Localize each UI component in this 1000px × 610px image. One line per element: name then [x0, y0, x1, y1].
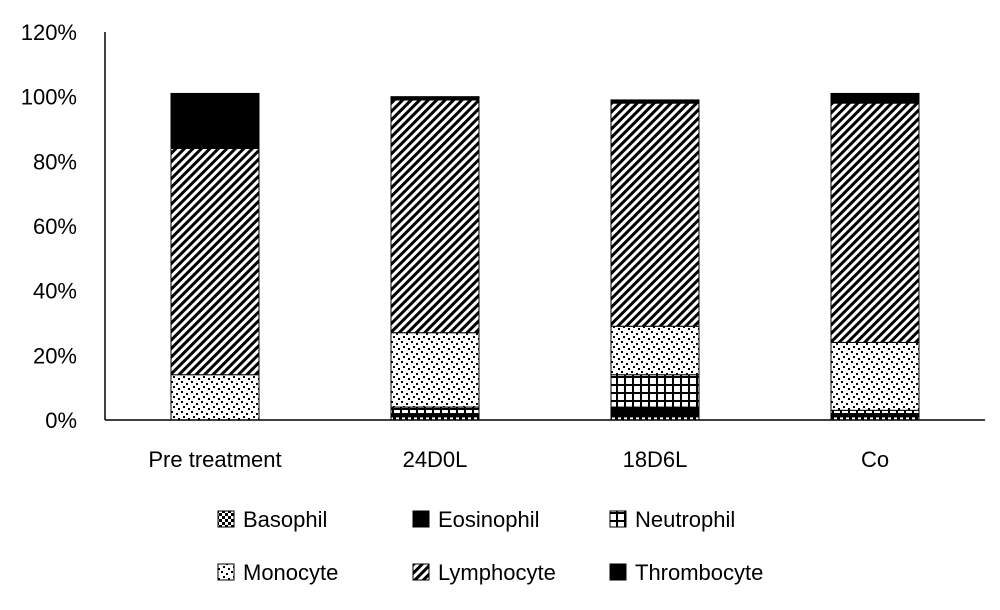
- y-tick-label: 0%: [45, 408, 77, 433]
- bar-segment-neutrophil-24d0l: [390, 406, 480, 415]
- legend-label: Neutrophil: [635, 507, 735, 532]
- legend-item-basophil: Basophil: [217, 507, 327, 532]
- bar-segment-lymphocyte-24d0l: [390, 99, 480, 334]
- bar-segment-thrombocyte-co: [830, 92, 920, 104]
- bar-segment-lymphocyte-pre-treatment: [170, 147, 260, 376]
- bar-segment-thrombocyte-18d6l: [610, 99, 700, 104]
- bar-segment-lymphocyte-co: [830, 102, 920, 343]
- x-tick-label: Pre treatment: [148, 447, 281, 472]
- y-tick-label: 120%: [21, 20, 77, 45]
- y-axis: 0% 20% 40% 60% 80% 100% 120%: [21, 20, 106, 433]
- x-axis: Pre treatment 24D0L 18D6L Co: [105, 419, 985, 472]
- bar-segment-monocyte-co: [830, 341, 920, 411]
- legend-item-eosinophil: Eosinophil: [412, 507, 540, 532]
- bar-segment-monocyte-pre-treatment: [170, 374, 260, 421]
- legend-item-monocyte: Monocyte: [217, 560, 338, 585]
- x-tick-label: 18D6L: [623, 447, 688, 472]
- legend-swatch: [609, 563, 627, 581]
- bar-segment-thrombocyte-24d0l: [390, 96, 480, 101]
- legend-item-lymphocyte: Lymphocyte: [412, 560, 556, 585]
- y-tick-label: 100%: [21, 85, 77, 110]
- legend-label: Thrombocyte: [635, 560, 763, 585]
- legend-label: Monocyte: [243, 560, 338, 585]
- y-tick-label: 80%: [33, 149, 77, 174]
- legend-label: Lymphocyte: [438, 560, 556, 585]
- bar-segment-eosinophil-18d6l: [610, 406, 700, 418]
- y-tick-label: 20%: [33, 343, 77, 368]
- x-tick-label: 24D0L: [403, 447, 468, 472]
- bar-segment-monocyte-18d6l: [610, 325, 700, 376]
- legend-swatch: [217, 510, 235, 528]
- legend-swatch: [412, 563, 430, 581]
- legend-swatch: [217, 563, 235, 581]
- legend-label: Basophil: [243, 507, 327, 532]
- legend-swatch: [412, 510, 430, 528]
- legend-item-thrombocyte: Thrombocyte: [609, 560, 763, 585]
- bar-segment-monocyte-24d0l: [390, 332, 480, 408]
- legend-swatch: [609, 510, 627, 528]
- bar-segment-neutrophil-18d6l: [610, 374, 700, 408]
- x-tick-label: Co: [861, 447, 889, 472]
- bar-segment-lymphocyte-18d6l: [610, 102, 700, 327]
- y-tick-label: 60%: [33, 214, 77, 239]
- legend: Basophil Eosinophil Neutrophil Monocyte Lymp…: [217, 507, 763, 585]
- bar-segment-thrombocyte-pre-treatment: [170, 92, 260, 149]
- y-tick-label: 40%: [33, 279, 77, 304]
- legend-item-neutrophil: Neutrophil: [609, 507, 735, 532]
- legend-label: Eosinophil: [438, 507, 540, 532]
- bars: [170, 92, 920, 421]
